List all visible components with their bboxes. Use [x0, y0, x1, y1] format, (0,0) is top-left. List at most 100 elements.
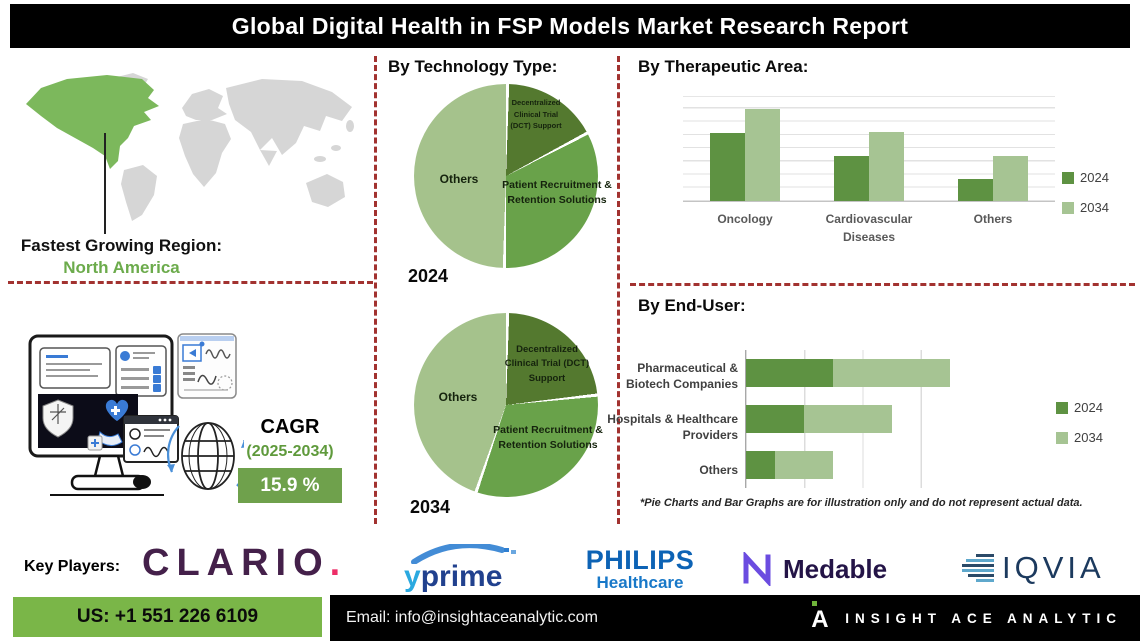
- section-title-enduser: By End-User:: [638, 296, 746, 315]
- bar-2024: [746, 359, 834, 387]
- phone-number: US: +1 551 226 6109: [76, 606, 259, 627]
- email-text: Email: info@insightaceanalytic.com: [346, 609, 598, 626]
- divider-horizontal-right: [630, 283, 1135, 286]
- divider-horizontal-left: [8, 281, 373, 284]
- legend-swatch: [1062, 171, 1074, 184]
- bar-2024: [710, 133, 745, 201]
- map-india: [260, 150, 277, 166]
- iqvia-lines-icon: [962, 554, 994, 582]
- end-user-legend: 2024 2034: [1056, 400, 1103, 445]
- section-title-technology: By Technology Type:: [388, 57, 558, 76]
- pie-2034-slice-label-dct: Decentralized Clinical Trial (DCT) Suppo…: [504, 344, 590, 384]
- clario-logo: CLARIO.: [142, 542, 340, 585]
- chart-footnote: *Pie Charts and Bar Graphs are for illus…: [640, 497, 1083, 509]
- pie-2024: [414, 84, 598, 268]
- map-pointer-line: [104, 133, 106, 234]
- page-title: Global Digital Health in FSP Models Mark…: [231, 12, 909, 39]
- globe-icon: [181, 422, 235, 490]
- pie-technology-2024: Decentralized Clinical Trial (DCT) Suppo…: [414, 84, 612, 268]
- bar-2034: [833, 359, 950, 387]
- pie-2034-year: 2034: [410, 497, 451, 517]
- legend-item-2024: 2024: [1062, 170, 1109, 185]
- insight-ace-mark-icon: A: [811, 601, 833, 633]
- cagr-label: CAGR: [260, 416, 320, 438]
- legend-label: 2024: [1080, 170, 1109, 185]
- philips-logo-text: PHILIPS: [585, 545, 695, 575]
- insight-ace-letter: A: [811, 606, 829, 633]
- therapeutic-area-categories: Oncology Cardiovascular Diseases Others: [683, 210, 1055, 246]
- bar-2034: [869, 132, 904, 201]
- category-label: Pharmaceutical & Biotech Companies: [625, 360, 738, 391]
- map-south-america: [121, 165, 157, 221]
- phone-box: US: +1 551 226 6109: [13, 597, 322, 637]
- map-asia: [226, 79, 352, 155]
- title-bar: Global Digital Health in FSP Models Mark…: [10, 4, 1130, 48]
- fastest-growing-region: Fastest Growing Region: North America: [14, 236, 229, 278]
- legend-item-2034: 2034: [1056, 430, 1103, 445]
- pie-2034-slice-label-others: Others: [438, 390, 478, 404]
- end-user-categories: Pharmaceutical & Biotech Companies Hospit…: [604, 350, 738, 488]
- insight-ace-logo: A INSIGHT ACE ANALYTIC: [811, 601, 1122, 633]
- legend-swatch: [1062, 201, 1074, 214]
- legend-swatch: [1056, 431, 1068, 444]
- bar-2034: [993, 156, 1028, 201]
- divider-vertical-left: [374, 56, 377, 524]
- category-label: Others: [973, 212, 1013, 226]
- therapeutic-area-chart: [683, 96, 1055, 202]
- divider-vertical-right: [617, 56, 620, 524]
- category-label: Cardiovascular Diseases: [825, 212, 913, 244]
- clario-logo-text: CLARIO: [142, 542, 330, 584]
- bar-row-Others: [746, 451, 979, 479]
- category-label: Oncology: [717, 212, 773, 226]
- pie-2034: [414, 313, 598, 497]
- fastest-growing-label: Fastest Growing Region:: [20, 236, 223, 255]
- clario-logo-dot: .: [329, 542, 341, 584]
- legend-item-2024: 2024: [1056, 400, 1103, 415]
- section-title-therapeutic: By Therapeutic Area:: [638, 57, 809, 76]
- pie-2034-slice-label-patient: Patient Recruitment & Retention Solution…: [493, 424, 603, 451]
- legend-item-2034: 2034: [1062, 200, 1109, 215]
- yprime-swoosh-icon: [411, 544, 516, 564]
- yprime-logo-y: y: [404, 560, 421, 593]
- bar-2024: [746, 405, 805, 433]
- category-label: Others: [699, 463, 738, 478]
- fastest-growing-region-name: North America: [63, 258, 180, 277]
- iqvia-logo-text: IQVIA: [1002, 550, 1105, 585]
- yprime-logo: yprime: [398, 544, 538, 593]
- medable-logo: Medable: [740, 552, 887, 586]
- world-map: [26, 73, 354, 221]
- digital-health-illustration: [28, 333, 244, 496]
- bar-2034: [775, 451, 834, 479]
- end-user-chart: [745, 350, 979, 488]
- pie-2024-year: 2024: [408, 266, 449, 286]
- yprime-logo-prime: prime: [420, 560, 503, 593]
- bar-group-Others: [958, 97, 1028, 201]
- category-label: Hospitals & Healthcare Providers: [607, 411, 738, 443]
- bar-row-Hospitals & Healthcare Providers: [746, 405, 979, 433]
- map-australia: [306, 174, 345, 207]
- insight-ace-text: INSIGHT ACE ANALYTIC: [845, 610, 1122, 626]
- map-africa: [179, 119, 231, 187]
- iqvia-logo: IQVIA: [962, 550, 1105, 586]
- pie-technology-2034: Decentralized Clinical Trial (DCT) Suppo…: [414, 313, 603, 497]
- pie-2024-slice-label-others: Others: [439, 172, 479, 186]
- bar-2024: [746, 451, 776, 479]
- bar-row-Pharmaceutical & Biotech Companies: [746, 359, 979, 387]
- pie-2024-slice-label-dct: Decentralized Clinical Trial (DCT) Suppo…: [510, 98, 562, 131]
- philips-logo-subtext: Healthcare: [596, 573, 684, 592]
- bar-group-Oncology: [710, 97, 780, 201]
- therapeutic-area-legend: 2024 2034: [1062, 170, 1109, 215]
- cagr-block: CAGR (2025-2034) 15.9 %: [238, 416, 342, 503]
- cagr-value: 15.9 %: [260, 474, 320, 496]
- monitor-stand: [93, 454, 125, 478]
- legend-label: 2034: [1074, 430, 1103, 445]
- bar-2034: [804, 405, 892, 433]
- bar-group-Cardiovascular Diseases: [834, 97, 904, 201]
- footer-bar: Email: info@insightaceanalytic.com A INS…: [330, 595, 1140, 641]
- cagr-value-box: 15.9 %: [238, 468, 342, 503]
- pie-2024-slice-label-patient: Patient Recruitment & Retention Solution…: [502, 179, 612, 206]
- map-europe: [182, 89, 227, 120]
- medable-mark-icon: [743, 552, 771, 586]
- legend-label: 2024: [1074, 400, 1103, 415]
- philips-logo: PHILIPS Healthcare: [570, 545, 710, 593]
